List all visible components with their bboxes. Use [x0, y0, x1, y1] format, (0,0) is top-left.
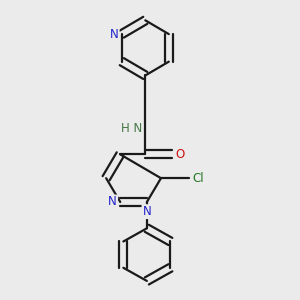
Text: N: N	[110, 28, 119, 40]
Text: O: O	[175, 148, 184, 161]
Text: N: N	[108, 196, 117, 208]
Text: N: N	[142, 205, 151, 218]
Text: Cl: Cl	[192, 172, 204, 185]
Text: H N: H N	[121, 122, 142, 135]
